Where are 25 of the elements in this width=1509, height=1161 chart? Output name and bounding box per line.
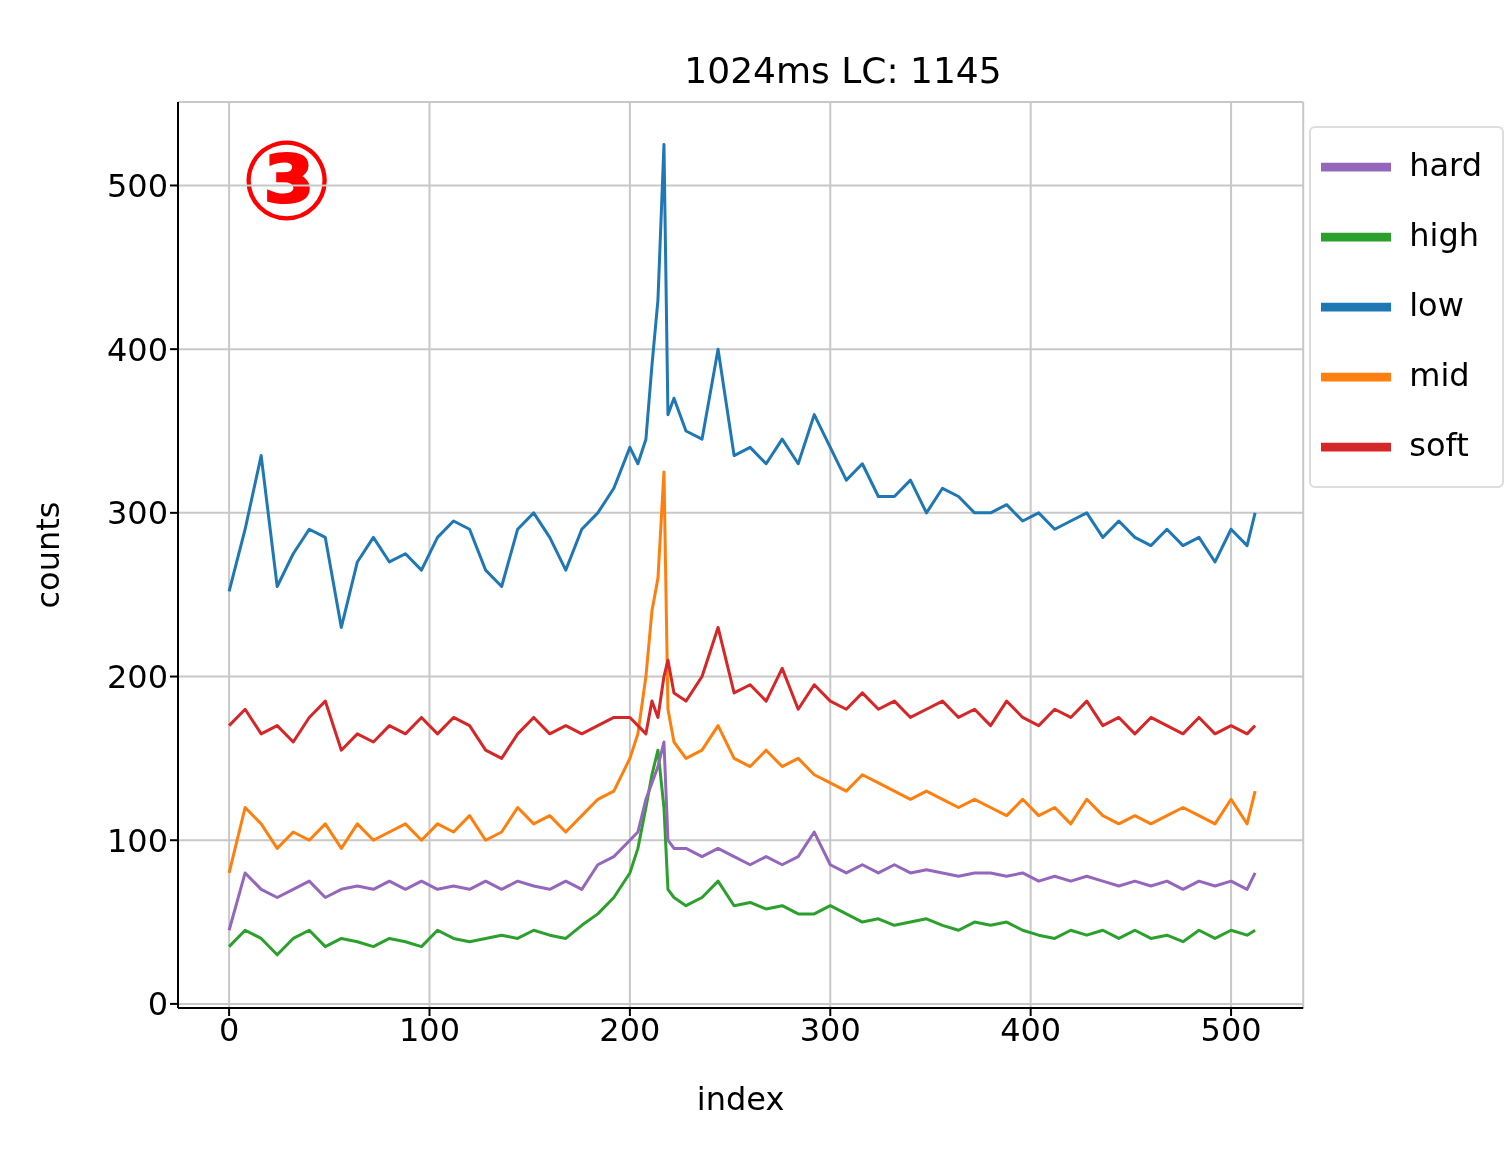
line-series xyxy=(227,740,1257,932)
x-tick-label: 0 xyxy=(218,1010,240,1049)
x-axis-title: index xyxy=(696,1080,785,1118)
y-tick-label: 500 xyxy=(106,166,168,205)
legend-label: mid xyxy=(1409,356,1470,394)
y-tick-label: 0 xyxy=(147,985,168,1024)
x-tick-label: 400 xyxy=(1000,1010,1062,1049)
chart-title: 1024ms LC: 1145 xyxy=(683,50,1003,91)
y-axis-title: counts xyxy=(29,501,68,609)
x-tick-label: 300 xyxy=(799,1010,861,1049)
legend-label: high xyxy=(1409,216,1479,254)
y-tick-label: 100 xyxy=(106,821,168,860)
legend-label: hard xyxy=(1409,146,1482,184)
x-tick-label: 200 xyxy=(599,1010,661,1049)
line-series xyxy=(227,625,1257,760)
y-tick-label: 400 xyxy=(106,330,168,369)
legend-label: low xyxy=(1409,286,1464,324)
line-series xyxy=(227,748,1257,957)
y-tick-label: 200 xyxy=(106,657,168,696)
legend-label: soft xyxy=(1409,426,1469,464)
x-tick-label: 100 xyxy=(398,1010,461,1049)
panel-label: ③ xyxy=(240,126,334,236)
y-tick-label: 300 xyxy=(106,494,168,533)
x-tick-label: 500 xyxy=(1200,1010,1262,1049)
line-series xyxy=(227,470,1257,875)
